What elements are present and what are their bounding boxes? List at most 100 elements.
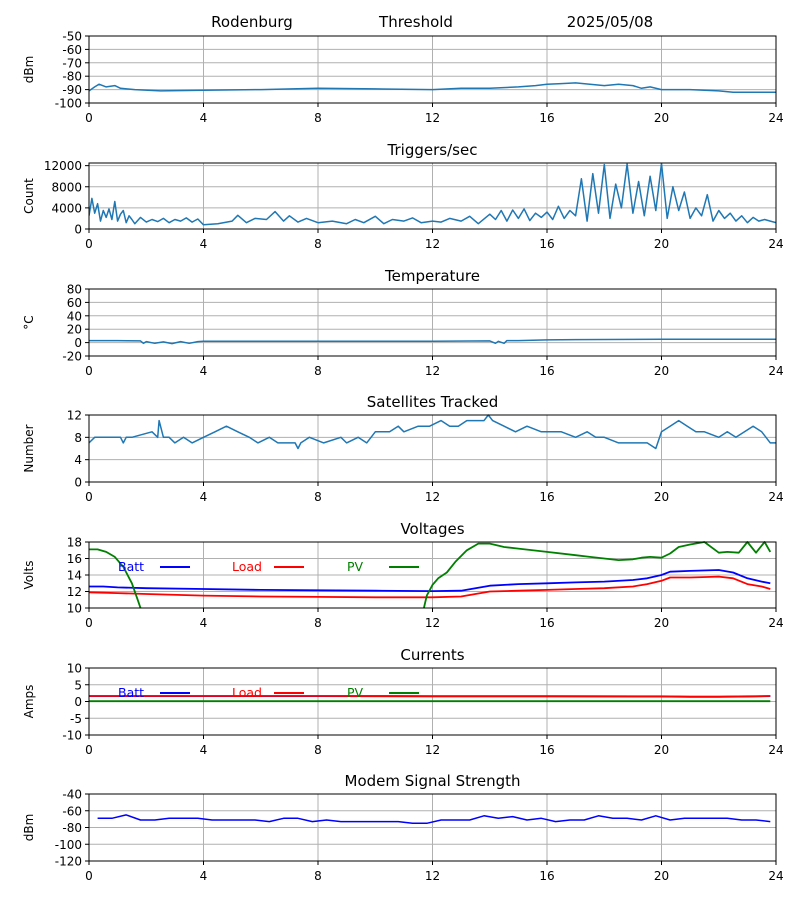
- x-tick-label: 24: [768, 743, 783, 757]
- x-tick-label: 4: [200, 743, 208, 757]
- x-tick-label: 12: [425, 490, 440, 504]
- y-tick-label: 10: [67, 602, 82, 616]
- header-station: Rodenburg: [211, 13, 293, 31]
- chart-panel-6: 0 4 8 12 16 20 24 -10 -5 0 5 10 Currents Amps Batt Load…: [22, 646, 784, 757]
- x-tick-label: 4: [200, 490, 208, 504]
- y-tick-label: -80: [62, 821, 82, 835]
- x-tick-label: 4: [200, 111, 208, 125]
- y-axis-label: Count: [22, 178, 36, 214]
- y-tick-label: 40: [67, 309, 82, 323]
- x-tick-label: 4: [200, 869, 208, 883]
- plot-area: [89, 82, 776, 94]
- chart-title: Triggers/sec: [387, 141, 478, 159]
- y-tick-label: 8000: [51, 180, 82, 194]
- y-tick-label: -20: [62, 350, 82, 364]
- plot-area: [97, 814, 771, 825]
- x-tick-label: 8: [314, 616, 322, 630]
- x-tick-label: 8: [314, 869, 322, 883]
- x-tick-label: 12: [425, 111, 440, 125]
- y-tick-label: -100: [55, 97, 82, 111]
- y-tick-label: -50: [62, 30, 82, 44]
- x-tick-label: 16: [539, 490, 554, 504]
- load-series-line: [89, 695, 771, 698]
- y-tick-label: 14: [67, 569, 82, 583]
- y-tick-label: -10: [62, 729, 82, 743]
- x-tick-label: 16: [539, 237, 554, 251]
- x-tick-label: 0: [85, 111, 93, 125]
- x-tick-label: 4: [200, 364, 208, 378]
- y-tick-label: 0: [74, 476, 82, 490]
- y-tick-label: 10: [67, 662, 82, 676]
- y-axis-label: dBm: [22, 56, 36, 84]
- y-tick-label: -60: [62, 43, 82, 57]
- plot-area: [89, 414, 776, 450]
- series-line: [89, 162, 776, 226]
- x-tick-label: 20: [654, 490, 669, 504]
- chart-panel-5: 0 4 8 12 16 20 24 10 12 14 16 18 Voltages Volts Batt Lo…: [22, 520, 784, 630]
- series-line: [89, 414, 776, 450]
- y-tick-label: 4000: [51, 201, 82, 215]
- y-axis-label: Volts: [22, 561, 36, 590]
- legend-label-batt: Batt: [118, 559, 144, 574]
- y-axis-label: Number: [22, 424, 36, 472]
- batt-series-line: [89, 569, 771, 592]
- plot-area: [89, 338, 776, 345]
- load-series-line: [89, 575, 771, 599]
- header-mode: Threshold: [378, 13, 453, 31]
- x-tick-label: 8: [314, 490, 322, 504]
- y-tick-label: 12: [67, 585, 82, 599]
- x-tick-label: 16: [539, 364, 554, 378]
- series-line: [89, 82, 776, 94]
- y-tick-label: 8: [74, 431, 82, 445]
- x-tick-label: 12: [425, 743, 440, 757]
- x-tick-label: 20: [654, 237, 669, 251]
- x-tick-label: 0: [85, 869, 93, 883]
- x-tick-label: 12: [425, 616, 440, 630]
- x-tick-label: 20: [654, 111, 669, 125]
- y-tick-label: 4: [74, 453, 82, 467]
- x-tick-label: 24: [768, 364, 783, 378]
- chart-title: Temperature: [384, 267, 480, 285]
- chart-title: Modem Signal Strength: [345, 772, 521, 790]
- pv-series-line: [89, 541, 772, 609]
- legend-label-load: Load: [232, 559, 262, 574]
- chart-title: Satellites Tracked: [367, 393, 498, 411]
- y-tick-label: 20: [67, 323, 82, 337]
- x-tick-label: 24: [768, 616, 783, 630]
- plot-area: [89, 162, 776, 226]
- x-tick-label: 16: [539, 869, 554, 883]
- x-tick-label: 12: [425, 364, 440, 378]
- x-tick-label: 8: [314, 111, 322, 125]
- y-tick-label: 60: [67, 296, 82, 310]
- y-tick-label: -60: [62, 804, 82, 818]
- x-tick-label: 0: [85, 490, 93, 504]
- y-tick-label: 0: [74, 223, 82, 237]
- x-tick-label: 0: [85, 616, 93, 630]
- legend-label-load: Load: [232, 685, 262, 700]
- y-axis-label: Amps: [22, 685, 36, 719]
- y-tick-label: 0: [74, 336, 82, 350]
- legend-label-batt: Batt: [118, 685, 144, 700]
- y-tick-label: 80: [67, 283, 82, 297]
- header-date: 2025/05/08: [567, 13, 653, 31]
- x-tick-label: 24: [768, 237, 783, 251]
- x-tick-label: 24: [768, 490, 783, 504]
- y-tick-label: -80: [62, 70, 82, 84]
- y-tick-label: 0: [74, 695, 82, 709]
- x-tick-label: 24: [768, 869, 783, 883]
- x-tick-label: 20: [654, 743, 669, 757]
- series-line: [97, 814, 771, 825]
- x-tick-label: 0: [85, 743, 93, 757]
- chart-panel-7: 0 4 8 12 16 20 24 -120 -100 -80 -60 -40 Modem Signal…: [22, 772, 784, 883]
- x-tick-label: 20: [654, 869, 669, 883]
- x-tick-label: 0: [85, 364, 93, 378]
- chart-panel-4: 0 4 8 12 16 20 24 0 4 8 12 Satellites Tracked Number: [22, 393, 784, 504]
- y-axis-label: °C: [22, 315, 36, 329]
- legend-label-pv: PV: [347, 685, 364, 700]
- y-tick-label: 12: [67, 409, 82, 423]
- x-tick-label: 12: [425, 237, 440, 251]
- y-tick-label: 16: [67, 552, 82, 566]
